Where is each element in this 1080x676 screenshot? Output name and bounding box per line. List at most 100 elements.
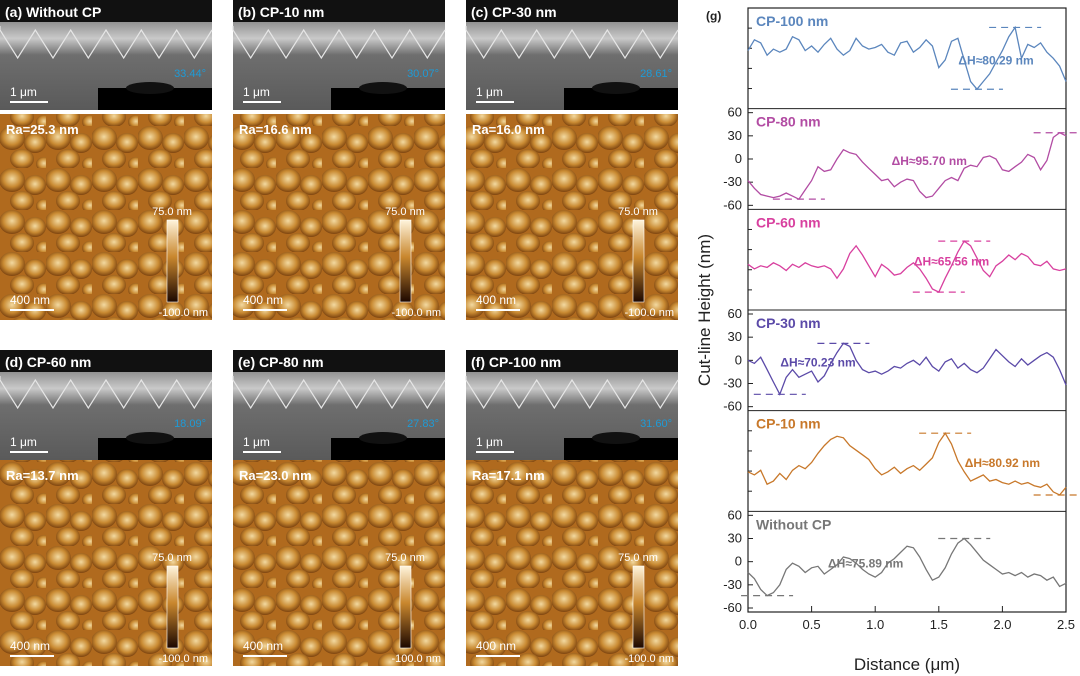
- series-5: 60 30 0 -30 -60 Without CP ΔH≈75.89 nm: [723, 507, 1067, 615]
- x-axis-label: Distance (μm): [854, 655, 960, 674]
- series-line: [747, 131, 1067, 201]
- sem-header-band: [233, 350, 445, 372]
- y-tick-label: 30: [728, 329, 742, 344]
- cut-line-chart: (g) Distance (μm) Cut-line Height (nm) 0.0 0…: [695, 7, 1080, 674]
- grain-boundary-line: [465, 376, 679, 410]
- colorbar: [632, 565, 645, 649]
- roughness-value: Ra=16.0 nm: [472, 122, 545, 137]
- y-tick-label: 60: [728, 105, 742, 120]
- roughness-value: Ra=13.7 nm: [6, 468, 79, 483]
- droplet: [359, 432, 407, 444]
- x-tick-label: 1.0: [866, 617, 884, 632]
- colorbar-min: -100.0 nm: [391, 307, 441, 319]
- grain-boundary-line: [0, 376, 213, 410]
- afm-scale-label: 400 nm: [10, 639, 50, 653]
- grain-boundary-line: [232, 26, 446, 60]
- delta-h-label: ΔH≈80.92 nm: [965, 456, 1040, 470]
- sem-scale-label: 1 μm: [10, 85, 37, 99]
- series-line: [747, 240, 1067, 293]
- panel-1: (b) CP-10 nm 30.07° 1 μm Ra=16.6 nm 75.0 nm -…: [232, 0, 446, 320]
- colorbar-max: 75.0 nm: [385, 206, 425, 218]
- colorbar-max: 75.0 nm: [152, 206, 192, 218]
- colorbar-max: 75.0 nm: [618, 552, 658, 564]
- y-tick-label: -60: [723, 600, 742, 615]
- colorbar-max: 75.0 nm: [152, 552, 192, 564]
- grain-boundary-line: [0, 26, 213, 60]
- delta-h-label: ΔH≈75.89 nm: [828, 557, 903, 571]
- contact-angle-inset: [564, 438, 678, 460]
- droplet: [359, 82, 407, 94]
- panel-3: (d) CP-60 nm 18.09° 1 μm Ra=13.7 nm 75.0 nm -…: [0, 350, 213, 666]
- colorbar: [399, 219, 412, 303]
- y-tick-label: -30: [723, 376, 742, 391]
- x-tick-label: 0.0: [739, 617, 757, 632]
- x-tick-label: 1.5: [930, 617, 948, 632]
- colorbar-min: -100.0 nm: [158, 653, 208, 665]
- micrograph-panels: (a) Without CP 33.44° 1 μm Ra=25.3 nm 75.0 n…: [0, 0, 679, 666]
- series-1: 60 30 0 -30 -60 CP-80 nm ΔH≈95.70 nm: [723, 105, 1080, 212]
- delta-h-label: ΔH≈70.23 nm: [780, 355, 855, 369]
- colorbar-min: -100.0 nm: [391, 653, 441, 665]
- sem-scale-label: 1 μm: [476, 85, 503, 99]
- contact-angle-inset: [331, 88, 445, 110]
- y-tick-label: -60: [723, 197, 742, 212]
- series-line: [747, 342, 1067, 396]
- delta-h-label: ΔH≈80.29 nm: [958, 53, 1033, 67]
- contact-angle: 27.83°: [407, 418, 439, 430]
- afm-scale-label: 400 nm: [243, 293, 283, 307]
- series-name: CP-100 nm: [756, 13, 828, 29]
- droplet: [126, 82, 174, 94]
- afm-scale-label: 400 nm: [476, 293, 516, 307]
- sem-header-band: [0, 0, 212, 22]
- roughness-value: Ra=16.6 nm: [239, 122, 312, 137]
- panel-label: (e) CP-80 nm: [238, 354, 324, 370]
- colorbar: [166, 219, 179, 303]
- sem-scale-label: 1 μm: [10, 435, 37, 449]
- grain-boundary-line: [465, 26, 679, 60]
- sem-header-band: [0, 350, 212, 372]
- x-tick-label: 2.5: [1057, 617, 1075, 632]
- panel-label: (b) CP-10 nm: [238, 4, 324, 20]
- contact-angle-inset: [564, 88, 678, 110]
- contact-angle: 28.61°: [640, 68, 672, 80]
- sem-scale-label: 1 μm: [243, 435, 270, 449]
- sem-header-band: [233, 0, 445, 22]
- x-tick-label: 0.5: [803, 617, 821, 632]
- x-tick-label: 2.0: [993, 617, 1011, 632]
- series-name: CP-10 nm: [756, 416, 821, 432]
- contact-angle: 31.60°: [640, 418, 672, 430]
- droplet: [592, 432, 640, 444]
- y-tick-label: 30: [728, 128, 742, 143]
- series-2: CP-60 nm ΔH≈65.56 nm: [747, 208, 1067, 293]
- roughness-value: Ra=17.1 nm: [472, 468, 545, 483]
- series-3: 60 30 0 -30 -60 CP-30 nm ΔH≈70.23 nm: [723, 306, 1067, 414]
- colorbar-min: -100.0 nm: [624, 307, 674, 319]
- contact-angle: 30.07°: [407, 68, 439, 80]
- colorbar-max: 75.0 nm: [385, 552, 425, 564]
- y-tick-label: 60: [728, 306, 742, 321]
- y-tick-label: -60: [723, 399, 742, 414]
- panel-5: (f) CP-100 nm 31.60° 1 μm Ra=17.1 nm 75.0 nm…: [465, 350, 679, 666]
- series-name: CP-80 nm: [756, 114, 821, 130]
- delta-h-label: ΔH≈65.56 nm: [914, 255, 989, 269]
- colorbar-min: -100.0 nm: [624, 653, 674, 665]
- series-name: Without CP: [756, 516, 831, 532]
- y-tick-label: 30: [728, 531, 742, 546]
- y-axis-label: Cut-line Height (nm): [695, 234, 714, 386]
- grain-boundary-line: [232, 376, 446, 410]
- afm-scale-label: 400 nm: [10, 293, 50, 307]
- panel-label: (c) CP-30 nm: [471, 4, 557, 20]
- contact-angle: 18.09°: [174, 418, 206, 430]
- sem-scale-label: 1 μm: [243, 85, 270, 99]
- panel-0: (a) Without CP 33.44° 1 μm Ra=25.3 nm 75.0 n…: [0, 0, 213, 320]
- colorbar: [399, 565, 412, 649]
- panel-label: (f) CP-100 nm: [471, 354, 561, 370]
- colorbar-min: -100.0 nm: [158, 307, 208, 319]
- y-tick-label: -30: [723, 174, 742, 189]
- colorbar: [166, 565, 179, 649]
- chart-title: (g): [706, 9, 721, 23]
- y-tick-label: -30: [723, 577, 742, 592]
- roughness-value: Ra=25.3 nm: [6, 122, 79, 137]
- droplet: [126, 432, 174, 444]
